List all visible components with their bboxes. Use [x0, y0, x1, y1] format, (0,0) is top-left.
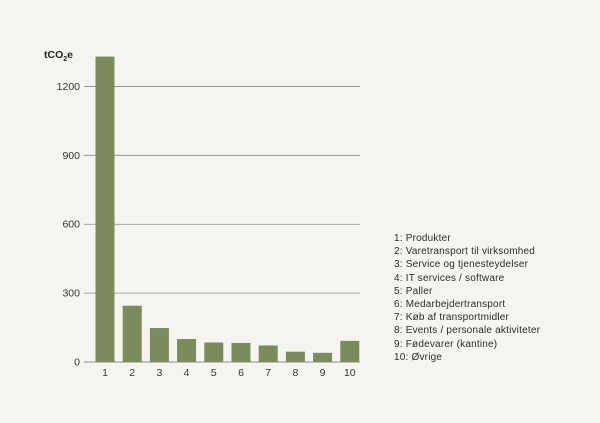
x-tick-label: 4	[184, 367, 190, 379]
bar-7	[258, 345, 278, 362]
y-unit-tail: e	[67, 49, 73, 61]
x-tick-label: 10	[344, 367, 356, 379]
x-tick-label: 6	[238, 367, 244, 379]
y-unit-main: tCO	[44, 49, 63, 61]
bar-1	[95, 56, 115, 363]
y-unit-label: tCO2e	[44, 49, 73, 63]
bar-2	[122, 305, 142, 362]
legend: 1: Produkter 2: Varetransport til virksom…	[394, 232, 540, 364]
bar-8	[285, 351, 305, 362]
legend-item: 6: Medarbejdertransport	[394, 299, 506, 311]
y-tick-label: 900	[62, 150, 80, 162]
legend-item: 4: IT services / software	[394, 272, 505, 284]
bar-9	[313, 352, 333, 362]
y-tick-label: 1200	[57, 81, 81, 93]
x-tick-label: 1	[102, 367, 108, 379]
legend-item: 3: Service og tjenesteydelser	[394, 259, 529, 271]
legend-item: 9: Fødevarer (kantine)	[394, 338, 498, 350]
x-tick-label: 5	[211, 367, 217, 379]
x-tick-label: 9	[320, 367, 326, 379]
legend-item: 2: Varetransport til virksomhed	[394, 246, 536, 258]
x-tick-labels: 1 2 3 4 5 6 7 8 9 10	[102, 367, 356, 379]
legend-item: 8: Events / personale aktiviteter	[394, 325, 541, 337]
x-tick-label: 3	[156, 367, 162, 379]
bars	[95, 56, 360, 363]
x-tick-label: 2	[129, 367, 135, 379]
x-tick-label: 7	[265, 367, 271, 379]
y-unit-subscript: 2	[63, 56, 67, 63]
legend-item: 5: Paller	[394, 285, 433, 297]
bar-5	[204, 342, 224, 362]
y-tick-label: 600	[62, 219, 80, 231]
legend-item: 7: Køb af transportmidler	[394, 312, 510, 324]
x-tick-label: 8	[292, 367, 298, 379]
legend-item: 10: Øvrige	[394, 351, 443, 363]
bar-10	[340, 340, 360, 362]
bar-4	[177, 339, 197, 362]
bar-3	[149, 328, 169, 362]
y-tick-label: 0	[74, 357, 80, 369]
y-tick-label: 300	[62, 288, 80, 300]
bar-6	[231, 342, 251, 362]
y-tick-labels: 0 300 600 900 1200	[57, 81, 81, 369]
legend-item: 1: Produkter	[394, 233, 451, 244]
